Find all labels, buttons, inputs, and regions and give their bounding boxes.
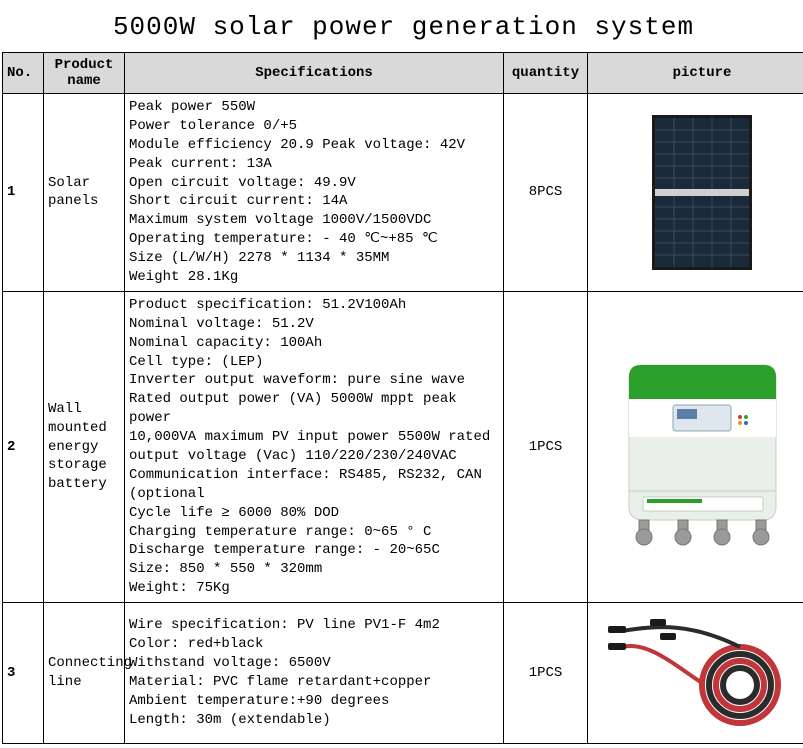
- col-name: Product name: [44, 53, 125, 94]
- cell-qty: 8PCS: [504, 94, 588, 292]
- cell-name: Connecting line: [44, 603, 125, 744]
- cell-name: Wall mounted energy storage battery: [44, 291, 125, 602]
- table-row: 3 Connecting line Wire specification: PV…: [3, 603, 803, 744]
- cell-spec: Wire specification: PV line PV1-F 4m2 Co…: [125, 603, 504, 744]
- table-row: 1 Solar panels Peak power 550W Power tol…: [3, 94, 803, 292]
- cell-name: Solar panels: [44, 94, 125, 292]
- col-qty: quantity: [504, 53, 588, 94]
- spec-table: No. Product name Specifications quantity…: [2, 52, 803, 744]
- cell-pic: [588, 94, 803, 292]
- cable-coil-icon: [592, 607, 803, 739]
- cell-qty: 1PCS: [504, 291, 588, 602]
- cell-qty: 1PCS: [504, 603, 588, 744]
- table-header-row: No. Product name Specifications quantity…: [3, 53, 803, 94]
- col-pic: picture: [588, 53, 803, 94]
- col-spec: Specifications: [125, 53, 504, 94]
- cell-spec: Product specification: 51.2V100Ah Nomina…: [125, 291, 504, 602]
- cell-no: 3: [3, 603, 44, 744]
- cell-pic: [588, 291, 803, 602]
- col-no: No.: [3, 53, 44, 94]
- cell-pic: [588, 603, 803, 744]
- cell-no: 2: [3, 291, 44, 602]
- table-row: 2 Wall mounted energy storage battery Pr…: [3, 291, 803, 602]
- cell-spec: Peak power 550W Power tolerance 0/+5 Mod…: [125, 94, 504, 292]
- battery-unit-icon: [592, 341, 803, 553]
- cell-no: 1: [3, 94, 44, 292]
- solar-panel-icon: [592, 109, 803, 276]
- page-title: 5000W solar power generation system: [2, 2, 803, 52]
